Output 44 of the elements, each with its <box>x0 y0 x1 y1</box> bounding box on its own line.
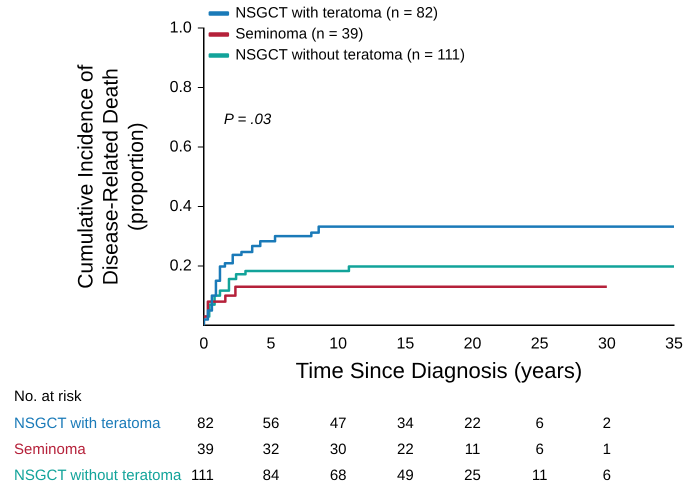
text: NSGCT with teratoma <box>14 415 162 432</box>
x-tick-label: 30 <box>598 335 616 352</box>
x-tick-label: 15 <box>396 335 414 352</box>
text: 39 <box>197 441 214 458</box>
text: 6 <box>602 467 612 484</box>
text: 56 <box>262 415 280 432</box>
text: 111 <box>191 467 214 484</box>
x-axis-title: Time Since Diagnosis (years) <box>296 358 582 383</box>
text: 1 <box>602 441 612 458</box>
text: 22 <box>396 441 414 458</box>
text: 68 <box>330 467 347 484</box>
text: 11 <box>464 441 480 458</box>
y-tick-label: 0.4 <box>170 198 192 215</box>
x-tick-label: 10 <box>329 335 348 352</box>
x-tick-label: 20 <box>464 335 482 352</box>
text: 82 <box>197 415 214 432</box>
y-tick-label: 0.8 <box>170 78 192 96</box>
legend-label: Seminoma (n = 39) <box>235 26 364 43</box>
text: 22 <box>464 415 481 432</box>
annotation: P = .03 <box>224 111 272 128</box>
legend-label: NSGCT with teratoma (n = 82) <box>235 4 438 22</box>
text: 6 <box>535 441 544 458</box>
text: 11 <box>532 467 548 484</box>
text: 2 <box>602 415 612 432</box>
text: 49 <box>396 467 414 484</box>
x-tick-label: 0 <box>199 335 208 352</box>
text: 25 <box>464 467 481 484</box>
text: 6 <box>535 415 544 432</box>
x-tick-label: 25 <box>530 335 549 352</box>
text: 30 <box>330 441 347 458</box>
y-tick-label: 0.2 <box>170 257 192 274</box>
text: 34 <box>396 415 414 432</box>
x-tick-label: 35 <box>665 335 683 352</box>
y-tick-label: 0.6 <box>170 138 192 156</box>
text: NSGCT without teratoma <box>14 467 182 484</box>
text: No. at risk <box>14 388 82 406</box>
y-axis-title: Cumulative Incidence of Disease-Related Death (proportion) <box>74 64 148 289</box>
text: Seminoma <box>14 441 86 458</box>
text: 32 <box>262 441 280 458</box>
text: 84 <box>262 467 280 484</box>
x-tick-label: 5 <box>266 335 276 352</box>
y-tick-label: 1.0 <box>170 19 192 36</box>
text: 47 <box>330 415 347 432</box>
legend-label: NSGCT without teratoma (n = 111) <box>235 46 466 64</box>
